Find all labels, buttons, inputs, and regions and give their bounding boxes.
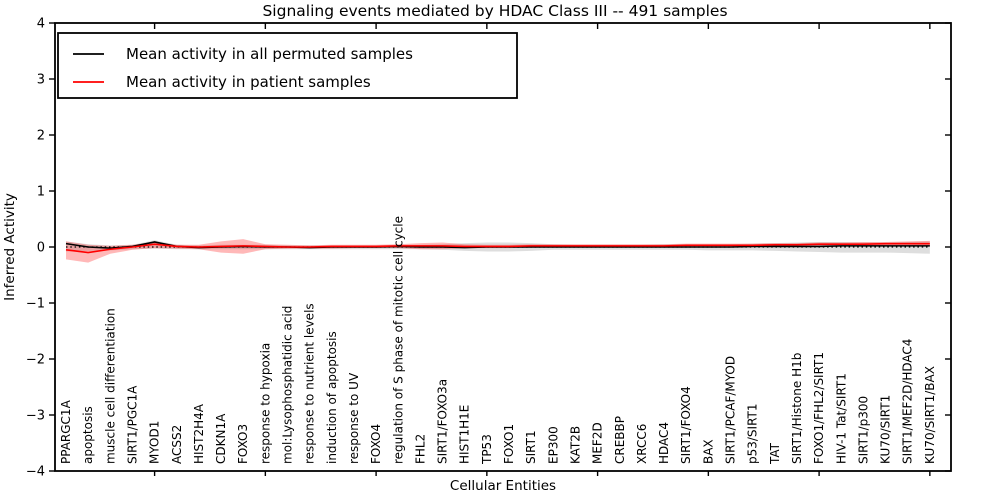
- x-category-label: HDAC4: [657, 422, 671, 464]
- x-category-label: TP53: [480, 434, 494, 465]
- x-axis-title: Cellular Entities: [450, 478, 556, 494]
- y-tick-label: 2: [37, 129, 45, 144]
- x-category-label: SIRT1/PGC1A: [125, 385, 139, 464]
- y-tick-label: −1: [26, 297, 45, 312]
- x-category-label: FOXO1/FHL2/SIRT1: [812, 352, 826, 464]
- y-tick-label: 4: [37, 17, 45, 32]
- x-category-label: ACSS2: [170, 425, 184, 464]
- x-category-label: SIRT1/PCAF/MYOD: [724, 356, 738, 464]
- x-category-label: response to nutrient levels: [303, 303, 317, 464]
- legend-label-permuted: Mean activity in all permuted samples: [126, 45, 413, 63]
- legend-label-patient: Mean activity in patient samples: [126, 73, 371, 91]
- x-category-label: response to UV: [347, 372, 361, 464]
- y-tick-label: −2: [26, 353, 45, 368]
- x-category-label: response to hypoxia: [258, 343, 272, 464]
- x-category-label: PPARGC1A: [59, 399, 73, 464]
- y-axis-title: Inferred Activity: [2, 193, 18, 301]
- x-category-label: KU70/SIRT1: [879, 395, 893, 464]
- x-category-label: KU70/SIRT1/BAX: [923, 366, 937, 464]
- axis-ticks: 4 3 2 1 0 −1 −2 −3 −4: [26, 17, 951, 480]
- x-category-label: CREBBP: [613, 416, 627, 464]
- x-category-label: EP300: [546, 426, 560, 464]
- x-category-label: regulation of S phase of mitotic cell cy…: [391, 216, 405, 464]
- x-category-label: SIRT1: [524, 430, 538, 464]
- y-tick-label: −4: [26, 465, 45, 480]
- patient-mean-line: [65, 242, 930, 254]
- x-category-label: induction of apoptosis: [325, 331, 339, 464]
- y-tick-label: −3: [26, 409, 45, 424]
- x-category-label: KAT2B: [568, 426, 582, 464]
- x-category-label: FOXO3: [236, 424, 250, 464]
- y-tick-label: 3: [37, 73, 45, 88]
- chart-title: Signaling events mediated by HDAC Class …: [262, 2, 727, 20]
- x-category-label: MYOD1: [148, 421, 162, 464]
- x-category-label: muscle cell differentiation: [103, 308, 117, 464]
- x-category-label: SIRT1/FOXO3a: [436, 379, 450, 464]
- plot-bands: [66, 239, 930, 263]
- plot-lines: [65, 241, 930, 254]
- x-category-label: CDKN1A: [214, 413, 228, 464]
- x-category-label: XRCC6: [635, 424, 649, 464]
- x-category-label: p53/SIRT1: [746, 403, 760, 464]
- x-category-label: HIST1H1E: [458, 405, 472, 464]
- x-category-label: BAX: [701, 439, 715, 464]
- x-labels: PPARGC1A apoptosis muscle cell differentia…: [59, 216, 937, 465]
- x-category-label: HIV-1 Tat/SIRT1: [834, 373, 848, 464]
- x-category-label: HIST2H4A: [192, 403, 206, 464]
- x-category-label: SIRT1/FOXO4: [679, 386, 693, 464]
- x-category-label: SIRT1/Histone H1b: [790, 353, 804, 464]
- x-category-label: MEF2D: [591, 422, 605, 464]
- x-category-label: mol:Lysophosphatidic acid: [281, 306, 295, 464]
- x-category-label: apoptosis: [81, 406, 95, 464]
- legend: Mean activity in all permuted samples Me…: [57, 32, 518, 99]
- y-tick-label: 1: [37, 185, 45, 200]
- x-category-label: FOXO1: [502, 424, 516, 464]
- y-tick-label: 0: [37, 241, 45, 256]
- x-category-label: TAT: [768, 442, 782, 465]
- x-category-label: FOXO4: [369, 424, 383, 464]
- x-category-label: SIRT1/MEF2D/HDAC4: [901, 339, 915, 464]
- x-category-label: SIRT1/p300: [856, 396, 870, 464]
- x-category-label: FHL2: [413, 434, 427, 464]
- legend-box: [57, 32, 518, 99]
